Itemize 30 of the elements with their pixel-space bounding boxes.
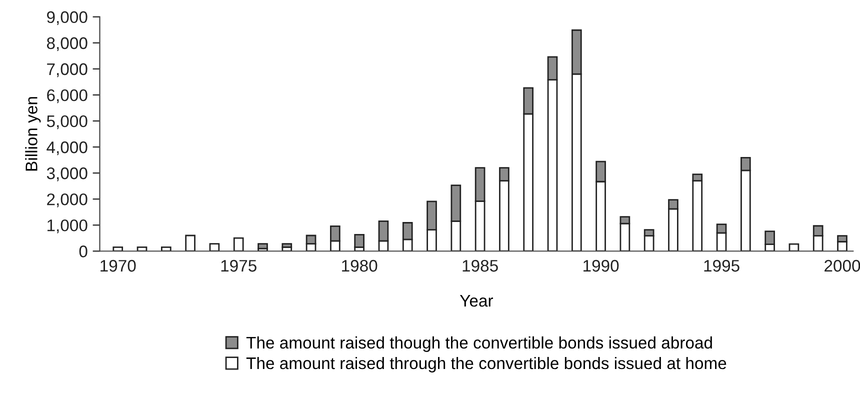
bar [209, 243, 220, 252]
bar [112, 246, 124, 252]
x-tick-label: 1990 [584, 260, 619, 272]
bar [354, 234, 364, 248]
x-tick-label: 1985 [462, 260, 498, 272]
legend-label: The amount raised though the convertible bonds issued abroad [246, 336, 712, 352]
x-tick-label: 1995 [704, 260, 740, 272]
bar [161, 246, 172, 252]
bar [788, 243, 800, 252]
bar [233, 237, 244, 252]
y-tick-label: 8,000 [46, 37, 88, 52]
x-axis-title: Year [460, 295, 494, 307]
x-tick-label: 1970 [100, 260, 136, 272]
y-axis-title: Billion yen [25, 97, 41, 171]
y-tick-label: 2,000 [47, 193, 88, 208]
x-tick-label: 2000 [824, 260, 860, 272]
y-tick-label: 7,000 [47, 63, 88, 78]
x-tick-label: 1975 [221, 260, 256, 272]
y-tick-label: 0 [79, 246, 88, 258]
x-tick-label: 1980 [342, 260, 378, 272]
y-tick-label: 6,000 [47, 89, 88, 104]
legend-label: The amount raised through the convertible bonds issued at home [246, 356, 726, 372]
bar [258, 243, 268, 250]
y-tick-label: 4,000 [46, 141, 88, 156]
y-tick-label: 5,000 [46, 115, 88, 130]
y-tick-label: 3,000 [46, 167, 88, 182]
bar [185, 234, 196, 252]
bar [282, 243, 292, 248]
y-tick-label: 9,000 [47, 11, 88, 26]
y-tick-label: 1,000 [48, 219, 88, 234]
